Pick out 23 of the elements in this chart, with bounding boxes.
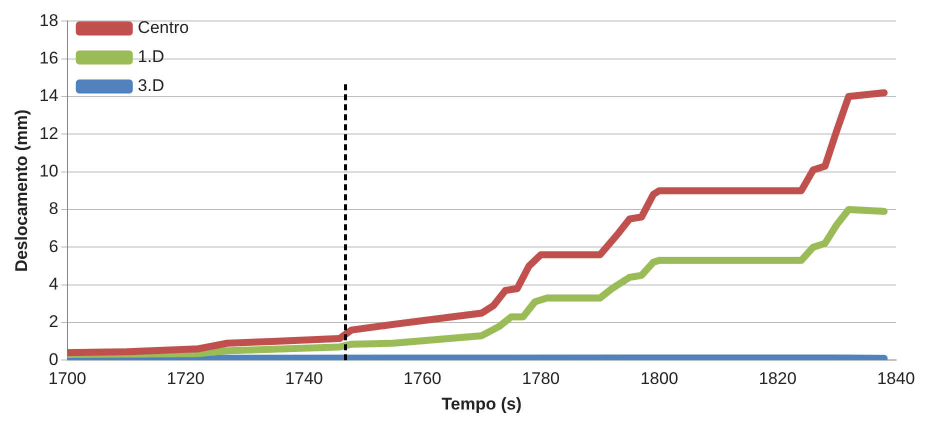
y-tick-label: 18 — [39, 10, 58, 30]
y-tick-label: 10 — [39, 162, 58, 181]
x-axis-title: Tempo (s) — [442, 394, 522, 414]
x-tick-label: 1700 — [48, 369, 86, 388]
x-tick-label: 1780 — [522, 369, 560, 388]
x-tick-label: 1800 — [640, 369, 678, 388]
x-tick-label: 1740 — [285, 369, 323, 388]
x-tick-label: 1720 — [166, 369, 205, 388]
legend-label: 3.D — [138, 76, 164, 96]
y-tick-label: 0 — [48, 350, 58, 369]
legend-label: 1.D — [138, 47, 164, 66]
y-tick-label: 8 — [48, 199, 58, 218]
x-tick-label: 1820 — [758, 369, 797, 388]
x-tick-label: 1760 — [404, 369, 442, 388]
y-tick-label: 4 — [48, 274, 58, 294]
y-tick-label: 14 — [39, 86, 58, 106]
x-tick-label: 1840 — [877, 369, 915, 388]
y-tick-label: 12 — [39, 124, 58, 143]
legend-label: Centro — [138, 18, 189, 38]
y-tick-label: 2 — [48, 312, 58, 332]
y-tick-label: 6 — [48, 236, 58, 256]
y-tick-label: 16 — [39, 48, 58, 68]
y-axis-title: Deslocamento (mm) — [12, 109, 31, 272]
